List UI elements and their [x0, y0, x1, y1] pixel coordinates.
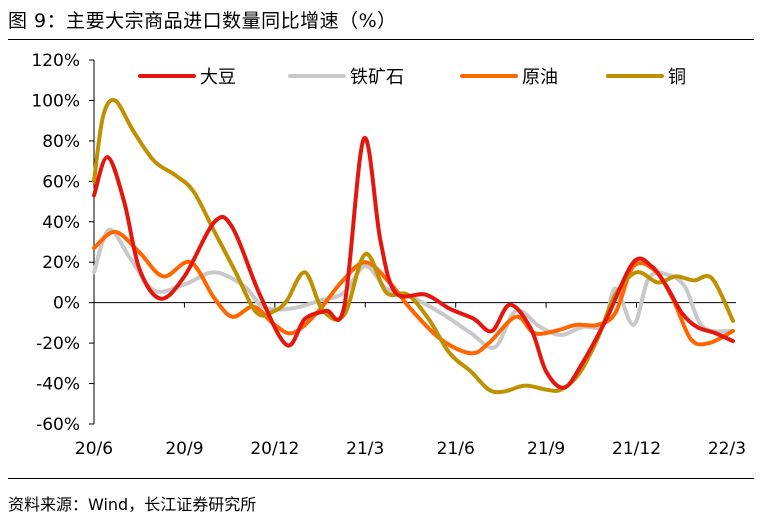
- legend-label: 铁矿石: [350, 67, 404, 88]
- y-tick-label: 100%: [31, 91, 80, 111]
- y-tick-label: 120%: [31, 51, 80, 71]
- y-tick-label: -20%: [36, 334, 80, 354]
- x-tick-label: 21/6: [437, 439, 475, 459]
- y-tick-label: 20%: [42, 253, 80, 273]
- y-tick-label: 0%: [53, 294, 80, 314]
- y-tick-label: -60%: [36, 415, 80, 435]
- line-chart: 120% 100% 80% 60% 40% 20% 0% -20% -40% -60% 20/6 20…: [31, 51, 746, 459]
- legend: 大豆 铁矿石 原油 铜: [138, 67, 686, 88]
- source-rule: [8, 478, 754, 479]
- y-tick-label: 40%: [42, 213, 80, 233]
- y-tick-label: 80%: [42, 132, 80, 152]
- title-rule: [8, 39, 754, 40]
- x-tick-label: 21/9: [527, 439, 565, 459]
- series-lines: [92, 97, 735, 395]
- x-tick-label: 21/12: [612, 439, 661, 459]
- legend-label: 大豆: [200, 67, 236, 88]
- x-tick-label: 21/3: [346, 439, 384, 459]
- series-line-4: [92, 97, 735, 395]
- y-tick-label: -40%: [36, 375, 80, 395]
- x-tick-label: 20/12: [250, 439, 299, 459]
- x-tick-label: 20/6: [75, 439, 113, 459]
- y-tick-label: 60%: [42, 172, 80, 192]
- source-note: 资料来源：Wind，长江证券研究所: [8, 495, 257, 514]
- series-line-2: [92, 227, 735, 350]
- series-line-1: [92, 136, 735, 390]
- figure-title: 图 9：主要大宗商品进口数量同比增速（%）: [8, 10, 397, 32]
- x-tick-label: 22/3: [708, 439, 746, 459]
- x-tick-label: 20/9: [165, 439, 203, 459]
- legend-label: 原油: [522, 67, 558, 88]
- legend-label: 铜: [668, 67, 686, 88]
- axes: 120% 100% 80% 60% 40% 20% 0% -20% -40% -60% 20/6 20…: [31, 51, 746, 459]
- series-line-3: [92, 229, 735, 356]
